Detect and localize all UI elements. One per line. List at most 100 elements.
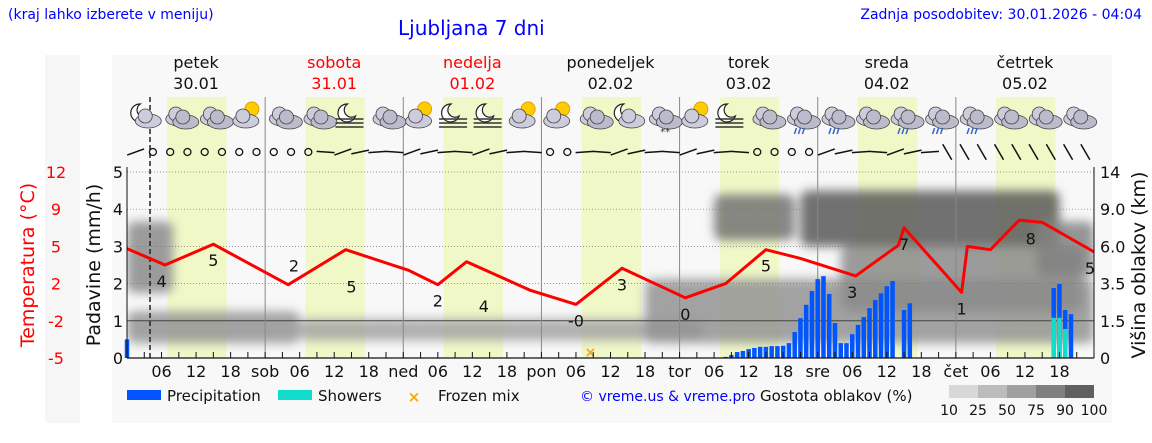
precipitation-bar bbox=[890, 280, 895, 358]
temperature-label: 4 bbox=[479, 297, 489, 316]
precipitation-bar bbox=[855, 324, 861, 358]
rain-icon bbox=[901, 127, 905, 135]
wind-barb-icon bbox=[851, 150, 870, 154]
cloud-icon bbox=[235, 108, 251, 124]
cloud-icon bbox=[175, 109, 191, 125]
x-hour-tick: 06 bbox=[289, 362, 309, 381]
rain-icon bbox=[935, 127, 940, 135]
wind-barb-icon bbox=[627, 149, 646, 155]
temp-tick: -5 bbox=[48, 349, 64, 368]
wind-barb-icon bbox=[437, 150, 456, 154]
last-updated: Zadnja posodobitev: 30.01.2026 - 04:04 bbox=[860, 7, 1142, 23]
wind-barb-icon bbox=[385, 150, 404, 154]
x-hour-tick: 06 bbox=[566, 362, 586, 381]
x-hour-tick: 18 bbox=[911, 362, 931, 381]
precipitation-bar bbox=[775, 346, 780, 358]
showers-legend-label: Showers bbox=[318, 387, 382, 405]
temp-axis-label: Temperatura (°C) bbox=[17, 183, 39, 348]
wind-barb-icon bbox=[610, 148, 628, 156]
day-date: 04.02 bbox=[864, 74, 910, 93]
cloud-density-tick: 90 bbox=[1056, 403, 1074, 419]
rain-icon bbox=[931, 127, 936, 135]
wind-barb-icon bbox=[713, 150, 732, 154]
temperature-label: 0 bbox=[680, 305, 690, 324]
precipitation-bar bbox=[757, 346, 763, 358]
precipitation-bar bbox=[861, 317, 867, 358]
precip-tick: 1 bbox=[113, 312, 123, 331]
precipitation-bar bbox=[821, 276, 826, 358]
wind-row bbox=[126, 143, 1091, 161]
wind-calm-icon bbox=[563, 147, 572, 157]
x-hour-tick: 12 bbox=[1015, 362, 1035, 381]
cloud-density-tick: 25 bbox=[969, 403, 987, 419]
snow-icon: ** bbox=[660, 127, 670, 138]
day-name: ponedeljek bbox=[567, 53, 656, 72]
wind-calm-icon bbox=[804, 147, 814, 157]
cloud-icon bbox=[1004, 109, 1020, 125]
day-name: sreda bbox=[865, 53, 909, 72]
temperature-label: 7 bbox=[899, 235, 909, 254]
wind-calm-icon bbox=[770, 147, 779, 157]
temp-axis-panel bbox=[45, 55, 80, 423]
rain-icon bbox=[793, 127, 798, 135]
wind-barb-icon bbox=[316, 150, 335, 154]
cloud-layer bbox=[800, 190, 1060, 247]
wind-barb-icon bbox=[869, 150, 888, 154]
x-hour-tick: 12 bbox=[877, 362, 897, 381]
rain-icon bbox=[801, 127, 806, 135]
temp-tick: 2 bbox=[51, 275, 61, 294]
x-day-tick: čet bbox=[943, 362, 968, 381]
cloud-icon bbox=[658, 109, 674, 125]
cloud-icon bbox=[935, 109, 950, 125]
x-day-tick: ned bbox=[388, 362, 418, 381]
x-day-tick: pon bbox=[526, 362, 556, 381]
cloud-height-tick: 6.0 bbox=[1100, 237, 1125, 256]
x-hour-tick: 12 bbox=[324, 362, 344, 381]
rain-icon bbox=[897, 127, 901, 135]
cloud-icon bbox=[1073, 109, 1089, 125]
x-hour-tick: 12 bbox=[462, 362, 482, 381]
temperature-label: 3 bbox=[847, 283, 857, 302]
precipitation-bar bbox=[867, 308, 872, 358]
cloud-layer bbox=[714, 194, 795, 241]
temp-tick: 12 bbox=[46, 163, 66, 182]
wind-barb-icon bbox=[368, 150, 387, 154]
day-name: torek bbox=[728, 53, 770, 72]
wind-barb-icon bbox=[506, 150, 525, 154]
wind-barb-icon bbox=[696, 149, 715, 155]
wind-barb-icon bbox=[1045, 143, 1056, 161]
rain-icon bbox=[970, 127, 974, 135]
day-date: 05.02 bbox=[1002, 74, 1048, 93]
wind-barb-icon bbox=[575, 150, 594, 154]
temperature-label: 5 bbox=[761, 257, 771, 276]
cloud-density-swatch bbox=[1036, 385, 1065, 398]
cloud-icon bbox=[900, 109, 916, 125]
temperature-label: -0 bbox=[568, 311, 584, 330]
day-name: nedelja bbox=[443, 53, 502, 72]
day-date: 01.02 bbox=[449, 74, 495, 93]
day-name: četrtek bbox=[996, 53, 1054, 72]
precipitation-bar bbox=[826, 294, 832, 358]
wind-barb-icon bbox=[942, 143, 953, 161]
cloud-icon bbox=[621, 108, 637, 124]
cloud-density-swatch bbox=[1065, 385, 1094, 398]
wind-barb-icon bbox=[523, 150, 542, 154]
cloud-height-tick: 0 bbox=[1100, 349, 1110, 368]
cloud-density-tick: 10 bbox=[940, 403, 958, 419]
cloud-density-swatch bbox=[1007, 385, 1036, 398]
rain-icon bbox=[939, 127, 944, 135]
cloud-icon bbox=[969, 109, 985, 125]
rain-icon bbox=[905, 127, 909, 135]
precipitation-bar bbox=[740, 350, 746, 358]
temperature-label: 1 bbox=[957, 299, 967, 318]
x-hour-tick: 18 bbox=[359, 362, 379, 381]
wind-barb-icon bbox=[679, 148, 697, 156]
wind-calm-icon bbox=[252, 147, 261, 157]
precipitation-legend-label: Precipitation bbox=[167, 387, 261, 405]
temperature-label: 3 bbox=[617, 275, 627, 294]
credit-link[interactable]: © vreme.us & vreme.pro bbox=[580, 389, 755, 405]
wind-calm-icon bbox=[235, 147, 244, 157]
wind-barb-icon bbox=[1011, 143, 1022, 161]
day-name: petek bbox=[173, 53, 219, 72]
